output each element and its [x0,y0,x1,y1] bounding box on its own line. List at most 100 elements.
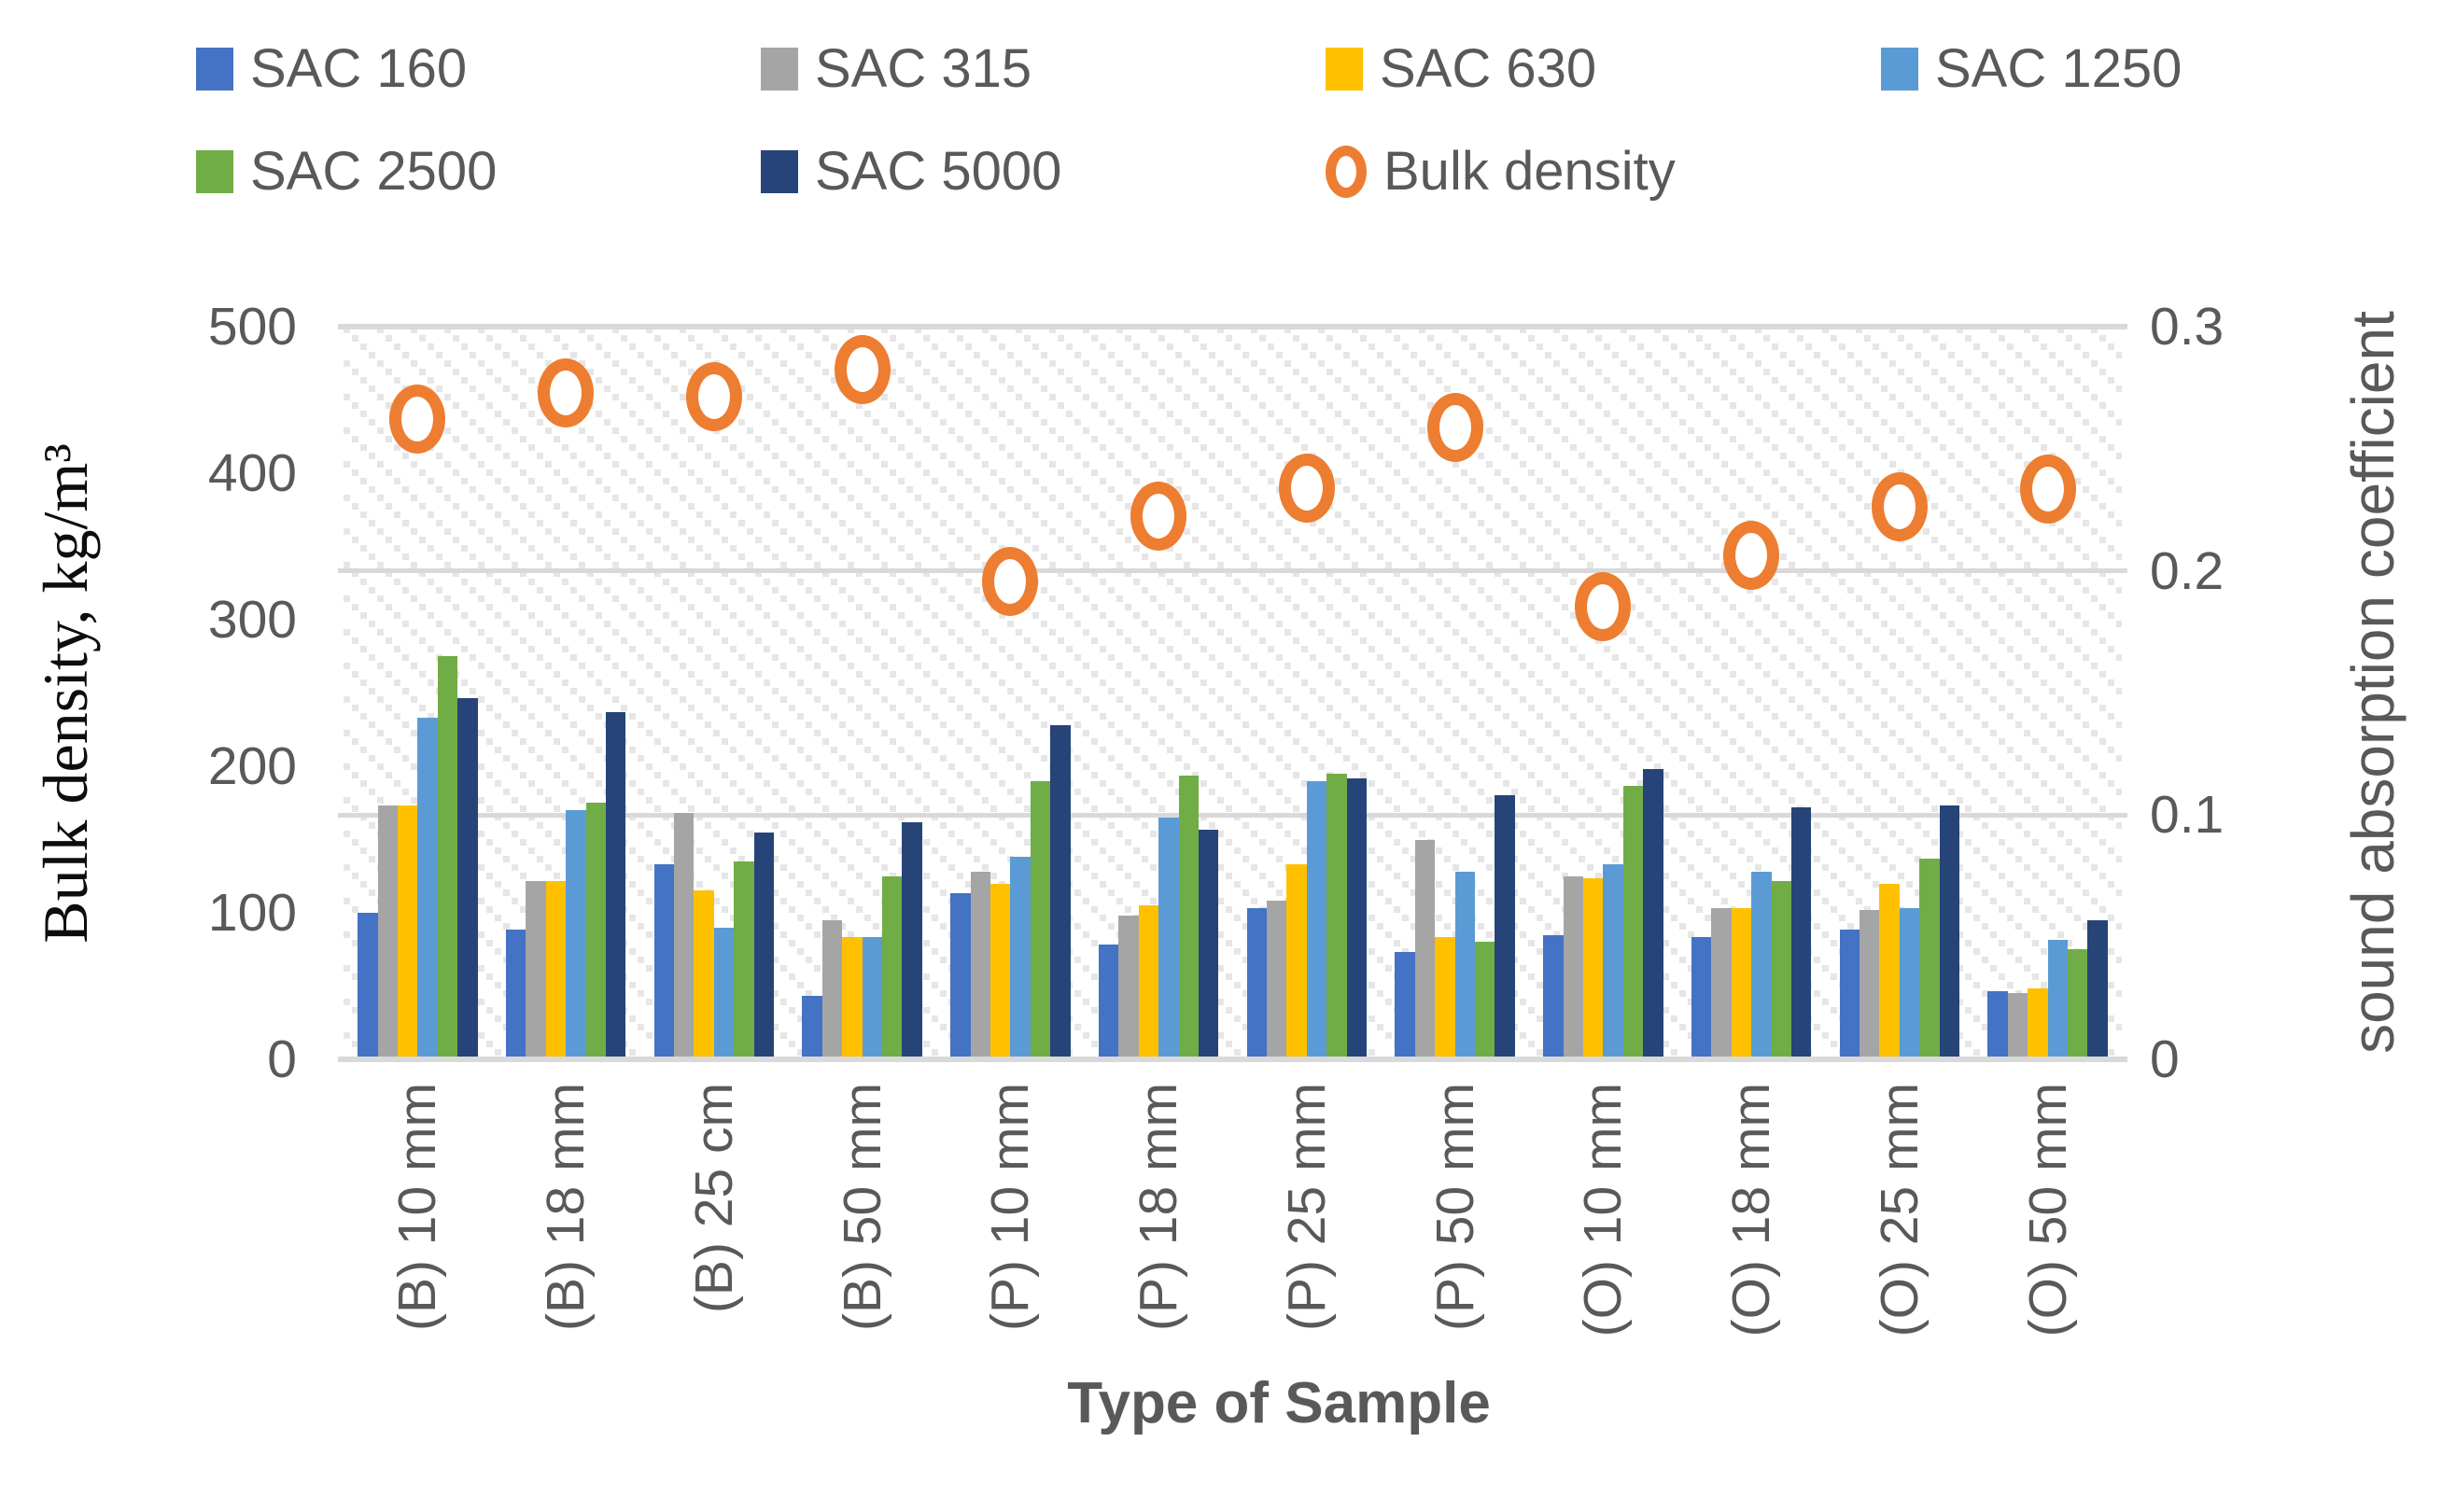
right-axis-tick-0: 0 [2150,1029,2180,1089]
bar-sac-5000--b-25-cm [753,832,775,1059]
bar-sac-2500--p-10-mm [1030,780,1051,1059]
gridline-0.1 [338,812,2127,818]
bar-sac-2500--o-50-mm [2068,949,2088,1059]
bar-sac-5000--p-18-mm [1198,830,1219,1059]
bar-sac-630--b-50-mm [842,937,863,1059]
bar-sac-630--p-50-mm [1435,937,1455,1059]
bar-sac-1250--o-18-mm [1751,871,1772,1059]
bar-sac-5000--o-18-mm [1790,807,1812,1059]
x-label--b-10-mm: (B) 10 mm [387,1083,448,1332]
bar-sac-5000--o-10-mm [1643,768,1663,1059]
plot-area [338,324,2127,1062]
bar-sac-5000--p-25-mm [1346,778,1368,1059]
legend-item-bulk-density: Bulk density [1326,140,1676,203]
x-label--p-50-mm: (P) 50 mm [1424,1083,1485,1332]
x-label--p-25-mm: (P) 25 mm [1276,1083,1337,1332]
left-axis-tick-0: 0 [267,1029,297,1089]
legend-label: SAC 2500 [250,141,498,202]
bar-sac-630--p-25-mm [1286,863,1307,1059]
legend-label: Bulk density [1383,141,1676,202]
x-label--p-18-mm: (P) 18 mm [1129,1083,1189,1332]
bar-sac-5000--o-25-mm [1939,805,1960,1059]
bulk-density-marker--o-50-mm [2019,455,2076,525]
bar-sac-630--o-18-mm [1731,907,1752,1059]
bar-sac-1250--b-25-cm [713,927,735,1059]
bar-sac-1250--p-25-mm [1306,780,1327,1059]
legend-item-sac-5000: SAC 5000 [761,140,1061,203]
bulk-density-marker--p-50-mm [1426,393,1483,463]
bar-sac-2500--p-25-mm [1326,773,1347,1059]
bar-sac-630--p-10-mm [989,883,1011,1059]
left-axis-tick-300: 300 [207,590,297,650]
bar-sac-630--b-18-mm [545,880,567,1059]
bar-sac-160--b-50-mm [802,995,822,1059]
bar-sac-1250--p-18-mm [1158,817,1179,1059]
open-circle-icon [1326,145,1367,198]
x-label--b-50-mm: (B) 50 mm [832,1083,892,1332]
bar-swatch-icon [196,149,233,193]
x-label--o-25-mm: (O) 25 mm [1869,1083,1930,1337]
bar-sac-5000--b-50-mm [902,822,922,1059]
bar-sac-315--p-10-mm [970,871,990,1059]
bar-sac-630--p-18-mm [1138,905,1159,1059]
bar-sac-160--p-25-mm [1246,907,1268,1059]
right-axis-tick-0.3: 0.3 [2150,297,2224,357]
bar-swatch-icon [761,149,798,193]
left-axis-tick-200: 200 [207,736,297,796]
bar-sac-315--o-10-mm [1563,875,1583,1059]
bar-sac-630--o-25-mm [1879,883,1900,1059]
bar-sac-5000--o-50-mm [2087,919,2108,1059]
bar-sac-630--b-10-mm [397,805,418,1059]
bar-sac-1250--o-25-mm [1899,907,1920,1059]
bar-sac-5000--b-18-mm [605,712,626,1059]
bar-sac-2500--p-18-mm [1178,776,1199,1059]
bar-sac-315--p-18-mm [1118,915,1139,1059]
legend-label: SAC 1250 [1935,38,2182,99]
legend-item-sac-2500: SAC 2500 [196,140,497,203]
bar-sac-5000--b-10-mm [457,697,478,1059]
x-label--b-18-mm: (B) 18 mm [536,1083,596,1332]
bar-sac-1250--b-18-mm [566,810,586,1059]
bulk-density-marker--b-18-mm [538,357,595,427]
bar-sac-2500--b-25-cm [734,861,754,1059]
x-label--o-50-mm: (O) 50 mm [2017,1083,2078,1337]
bar-sac-630--b-25-cm [694,890,714,1059]
bar-sac-630--o-10-mm [1582,878,1604,1059]
bar-sac-1250--b-10-mm [417,717,438,1059]
x-label--p-10-mm: (P) 10 mm [980,1083,1041,1332]
legend-item-sac-160: SAC 160 [196,37,467,100]
bulk-density-marker--p-18-mm [1130,481,1187,551]
bar-sac-160--o-10-mm [1543,934,1564,1059]
bar-sac-2500--o-10-mm [1622,785,1644,1059]
bulk-density-marker--p-25-mm [1278,453,1335,523]
bar-swatch-icon [1881,47,1918,91]
bar-sac-1250--o-50-mm [2047,939,2069,1059]
bar-sac-1250--p-10-mm [1010,856,1031,1059]
gridline-0.2 [338,568,2127,574]
x-axis-line [338,1057,2127,1062]
bar-sac-5000--p-50-mm [1495,795,1515,1059]
bulk-density-marker--b-10-mm [389,384,446,454]
bar-sac-315--o-50-mm [2007,993,2028,1059]
left-axis-tick-400: 400 [207,443,297,503]
legend-label: SAC 5000 [815,141,1062,202]
bar-sac-315--o-18-mm [1711,907,1732,1059]
bar-sac-315--b-18-mm [526,880,546,1059]
bar-swatch-icon [761,47,798,91]
right-axis-title: sound absorption coefficient [2339,311,2407,1054]
bar-sac-315--b-25-cm [674,812,695,1059]
bar-sac-160--p-50-mm [1395,951,1415,1059]
left-axis-tick-100: 100 [207,883,297,943]
legend-label: SAC 630 [1380,38,1597,99]
x-axis-title: Type of Sample [1067,1371,1491,1435]
bar-sac-160--p-18-mm [1098,945,1119,1059]
legend-item-sac-315: SAC 315 [761,37,1032,100]
bulk-density-marker--b-25-cm [685,362,742,432]
bar-sac-1250--o-10-mm [1603,863,1623,1059]
bulk-density-marker--o-18-mm [1723,520,1780,590]
bar-sac-160--o-25-mm [1839,930,1860,1059]
x-label--b-25-cm: (B) 25 cm [683,1083,744,1314]
bulk-density-marker--b-50-mm [834,334,891,404]
right-axis-tick-0.2: 0.2 [2150,540,2224,601]
